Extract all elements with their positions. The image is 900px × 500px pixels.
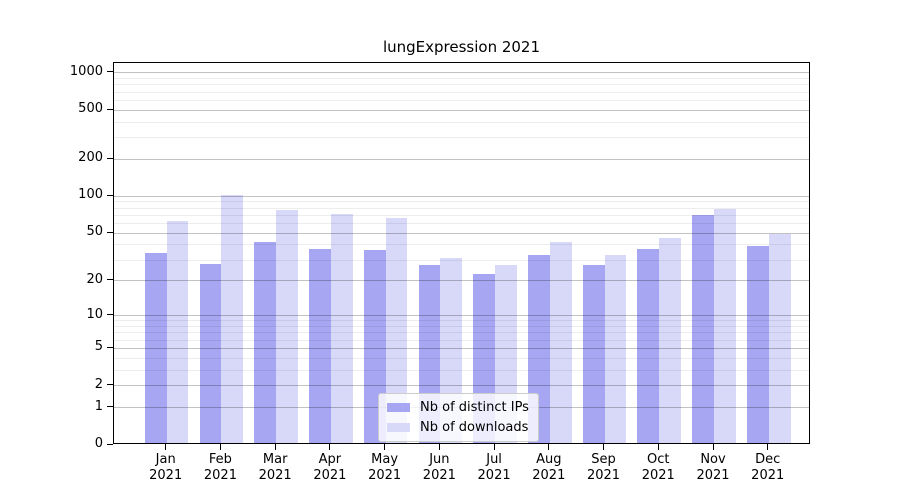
y-tick-label: 10	[86, 306, 103, 322]
bar-downloads	[330, 213, 353, 443]
y-tick-label: 100	[78, 187, 103, 203]
x-tick-label: Jan 2021	[149, 452, 183, 483]
gridline-minor	[114, 84, 809, 86]
y-tick-mark	[107, 157, 113, 159]
x-tick-mark	[219, 444, 221, 450]
bar-distinct-ips	[746, 246, 769, 443]
gridline-major	[114, 72, 809, 74]
x-tick-mark	[329, 444, 331, 450]
x-tick-mark	[712, 444, 714, 450]
x-tick-label: May 2021	[368, 452, 402, 483]
x-tick-mark	[165, 444, 167, 450]
y-tick-mark	[107, 279, 113, 281]
x-tick-label: Nov 2021	[696, 452, 730, 483]
gridline-minor	[114, 201, 809, 203]
bar-downloads	[166, 220, 189, 443]
legend: Nb of distinct IPs Nb of downloads	[378, 393, 539, 442]
y-tick-mark	[107, 108, 113, 110]
gridline-minor	[114, 99, 809, 101]
x-tick-label: Mar 2021	[258, 452, 292, 483]
bar-downloads	[549, 242, 572, 443]
chart-title: lungExpression 2021	[382, 38, 541, 56]
gridline-minor	[114, 137, 809, 139]
x-tick-label: Dec 2021	[751, 452, 785, 483]
bar-distinct-ips	[144, 253, 167, 443]
legend-entry-distinct-ips: Nb of distinct IPs	[387, 399, 529, 416]
y-tick-label: 200	[78, 150, 103, 166]
y-tick-mark	[107, 346, 113, 348]
x-tick-mark	[767, 444, 769, 450]
x-tick-label: Aug 2021	[532, 452, 566, 483]
bar-downloads	[221, 194, 244, 443]
legend-swatch-distinct-ips-icon	[387, 403, 410, 412]
y-tick-mark	[107, 406, 113, 408]
bar-distinct-ips	[309, 249, 331, 443]
y-tick-label: 2	[94, 376, 103, 392]
bar-downloads	[604, 255, 627, 443]
legend-label-downloads: Nb of downloads	[420, 419, 529, 435]
bar-distinct-ips	[637, 249, 660, 443]
legend-swatch-downloads-icon	[387, 423, 410, 432]
gridline-minor	[114, 207, 809, 209]
x-tick-label: Jul 2021	[477, 452, 511, 483]
gridline-minor	[114, 91, 809, 93]
y-tick-mark	[107, 231, 113, 233]
x-tick-label: Feb 2021	[203, 452, 237, 483]
x-tick-label: Sep 2021	[586, 452, 621, 483]
bar-downloads	[385, 218, 408, 443]
y-tick-label: 1000	[69, 63, 103, 79]
y-tick-mark	[107, 71, 113, 73]
y-tick-label: 5	[94, 339, 103, 355]
y-tick-label: 0	[94, 436, 103, 451]
y-tick-mark	[107, 443, 113, 445]
x-tick-label: Apr 2021	[313, 452, 347, 483]
legend-label-distinct-ips: Nb of distinct IPs	[420, 399, 529, 415]
gridline-major	[114, 158, 809, 160]
bar-downloads	[276, 210, 298, 443]
x-tick-mark	[548, 444, 550, 450]
legend-entry-downloads: Nb of downloads	[387, 419, 529, 436]
x-tick-label: Oct 2021	[641, 452, 675, 483]
x-tick-mark	[657, 444, 659, 450]
y-tick-label: 1	[94, 398, 103, 414]
x-tick-mark	[274, 444, 276, 450]
bar-downloads	[659, 237, 682, 443]
y-tick-mark	[107, 194, 113, 196]
x-tick-mark	[603, 444, 605, 450]
gridline-major	[114, 195, 809, 197]
bar-distinct-ips	[582, 265, 605, 443]
y-tick-mark	[107, 314, 113, 316]
x-tick-mark	[384, 444, 386, 450]
y-tick-label: 50	[86, 224, 103, 240]
x-tick-mark	[438, 444, 440, 450]
bar-downloads	[714, 208, 736, 443]
x-tick-label: Jun 2021	[422, 452, 456, 483]
gridline-minor	[114, 121, 809, 123]
gridline-minor	[114, 77, 809, 79]
y-tick-label: 500	[78, 101, 103, 117]
plot-area: Nb of distinct IPs Nb of downloads	[113, 62, 810, 444]
bar-downloads	[768, 234, 791, 443]
bar-distinct-ips	[254, 242, 277, 443]
bar-distinct-ips	[199, 263, 222, 443]
gridline-major	[114, 109, 809, 111]
bar-distinct-ips	[692, 215, 714, 443]
y-tick-label: 20	[86, 271, 103, 287]
x-tick-mark	[493, 444, 495, 450]
y-tick-mark	[107, 384, 113, 386]
